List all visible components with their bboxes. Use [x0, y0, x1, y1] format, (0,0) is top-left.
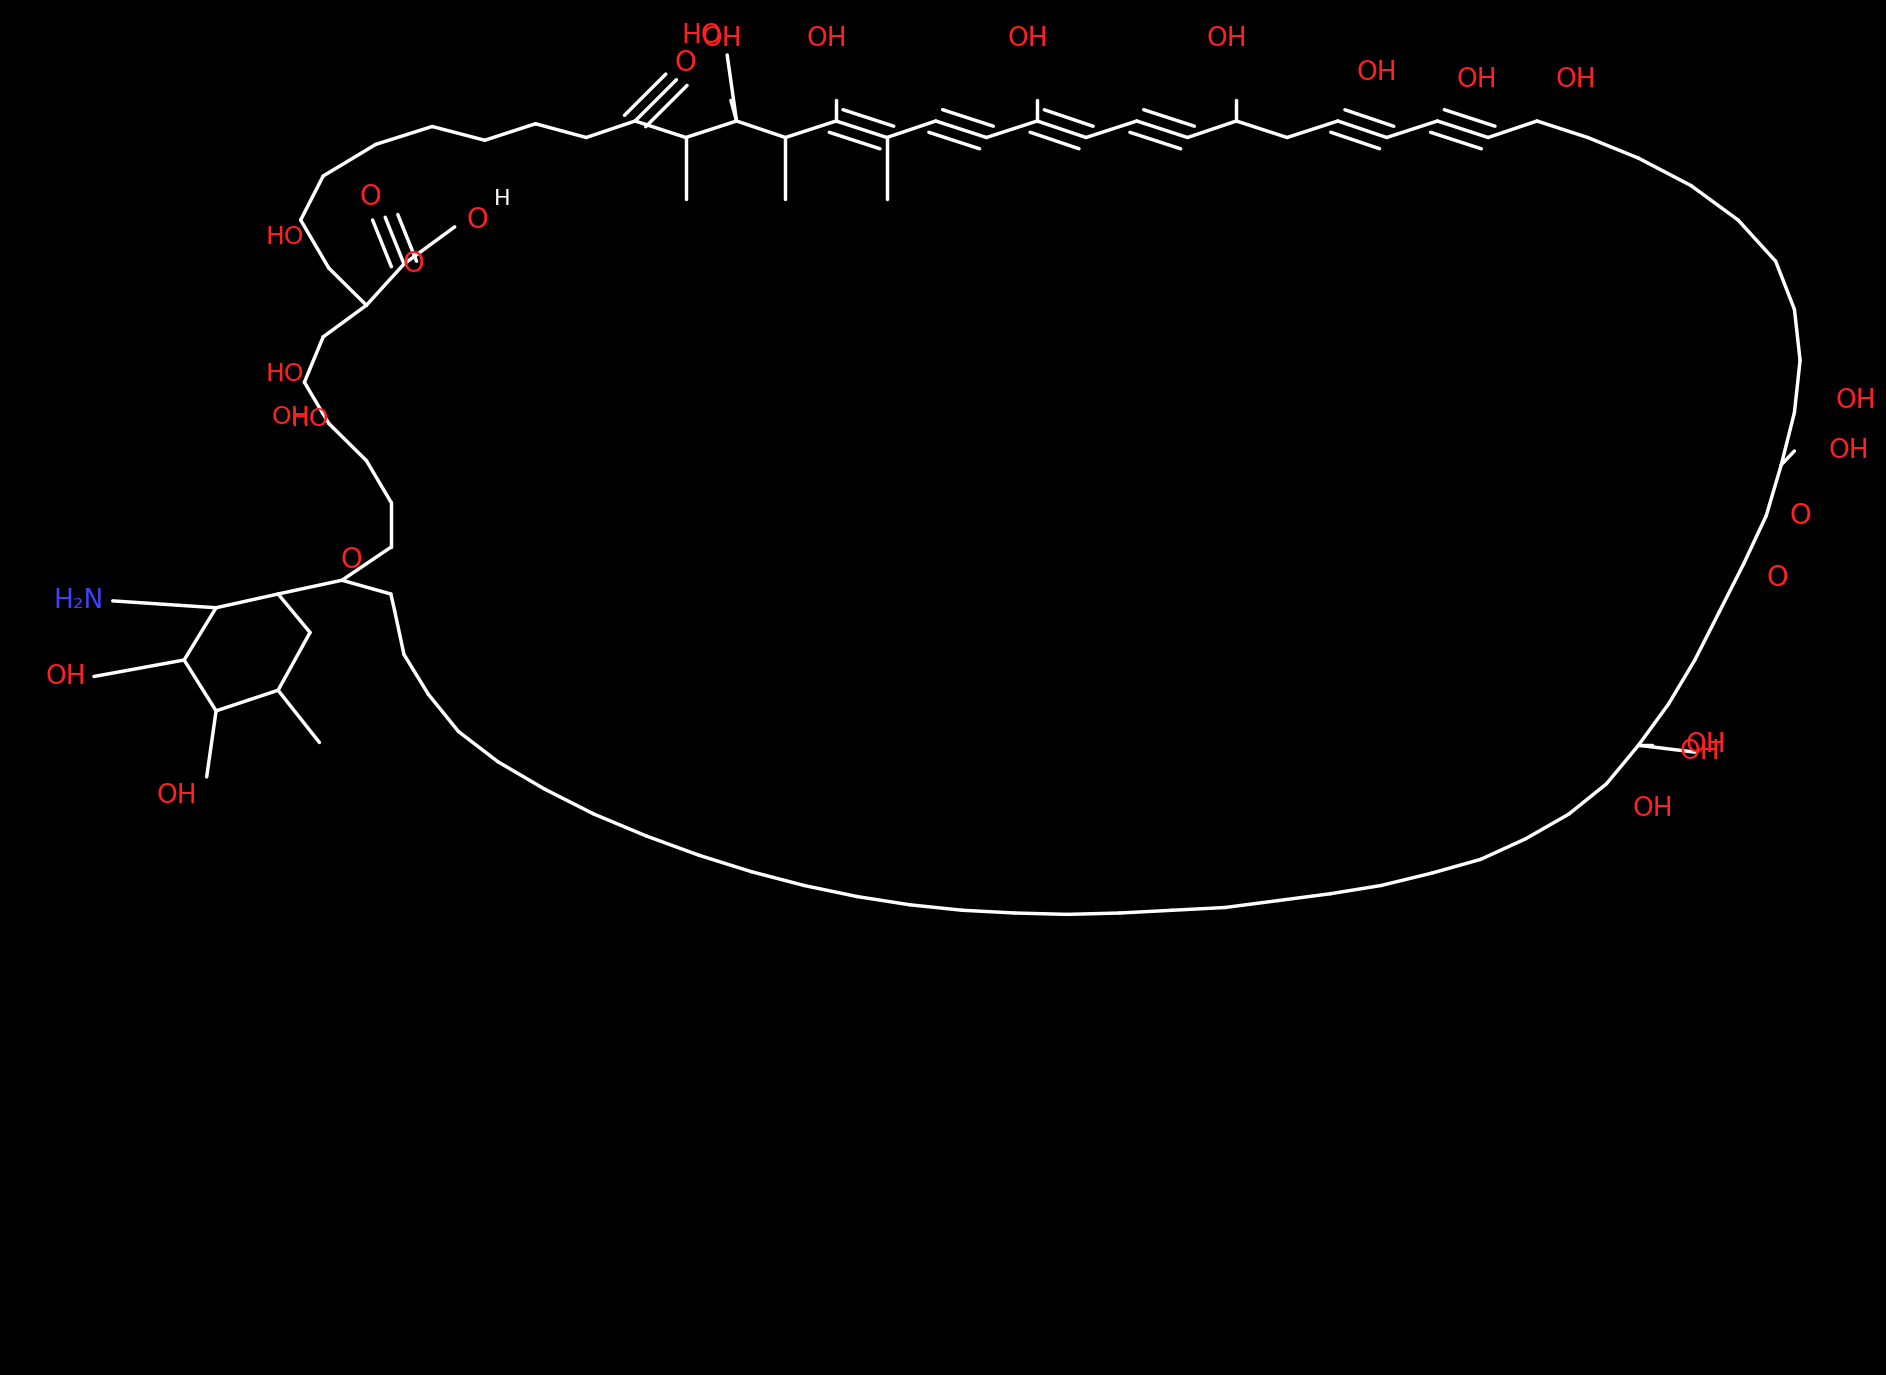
Text: O: O [466, 206, 488, 234]
Text: OH: OH [702, 26, 741, 51]
Text: OH: OH [1828, 439, 1869, 463]
Text: O: O [341, 546, 362, 573]
Text: H₂N: H₂N [53, 588, 104, 613]
Text: OH: OH [1633, 796, 1673, 821]
Text: HO: HO [266, 224, 304, 249]
Text: OH: OH [1007, 26, 1049, 51]
Text: OH: OH [1835, 389, 1877, 414]
Text: HO: HO [681, 23, 722, 48]
Text: OH: OH [157, 784, 198, 808]
Text: OH: OH [1686, 733, 1726, 758]
Text: OH: OH [1207, 26, 1247, 51]
Text: O: O [1767, 564, 1788, 591]
Text: OH: OH [1356, 60, 1398, 85]
Text: HO: HO [290, 407, 328, 432]
Text: OH: OH [272, 404, 309, 429]
Text: O: O [675, 49, 696, 77]
Text: O: O [360, 183, 381, 210]
Text: OH: OH [45, 664, 87, 689]
Text: O: O [1790, 502, 1811, 529]
Text: OH: OH [1556, 67, 1596, 92]
Text: O: O [402, 250, 424, 278]
Text: H: H [494, 190, 509, 209]
Text: OH: OH [1680, 740, 1720, 764]
Text: OH: OH [1456, 67, 1497, 92]
Text: OH: OH [807, 26, 847, 51]
Text: HO: HO [266, 362, 304, 386]
